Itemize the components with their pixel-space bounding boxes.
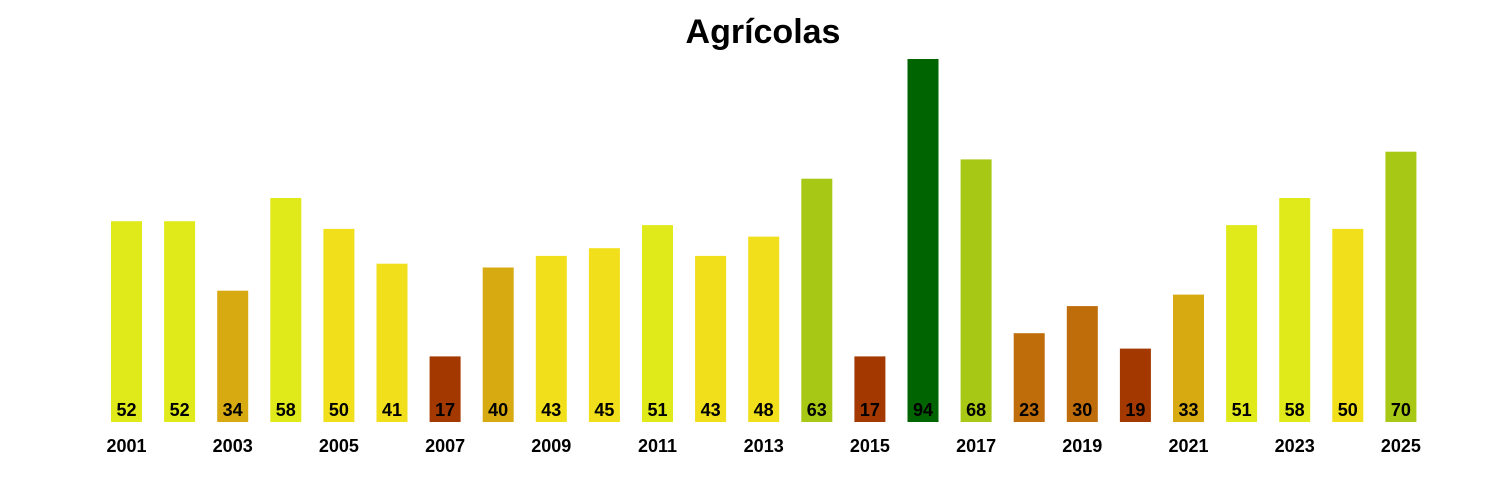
x-tick-label-2001: 2001 — [106, 436, 146, 456]
bar-2023 — [1279, 198, 1311, 422]
value-label-2018: 23 — [1019, 400, 1039, 420]
bar-2020 — [1119, 348, 1151, 422]
value-label-2017: 68 — [966, 400, 986, 420]
bar-2006 — [376, 263, 408, 422]
bar-2010 — [588, 248, 620, 422]
value-label-2016: 94 — [913, 400, 933, 420]
value-label-2010: 45 — [594, 400, 614, 420]
value-label-2002: 52 — [170, 400, 190, 420]
value-label-2025: 70 — [1391, 400, 1411, 420]
bars-group — [111, 59, 1417, 422]
x-tick-label-2007: 2007 — [425, 436, 465, 456]
value-label-2012: 43 — [701, 400, 721, 420]
value-label-2013: 48 — [754, 400, 774, 420]
x-tick-label-2009: 2009 — [531, 436, 571, 456]
bar-2002 — [164, 221, 196, 422]
value-label-2001: 52 — [116, 400, 136, 420]
value-label-2006: 41 — [382, 400, 402, 420]
value-label-2008: 40 — [488, 400, 508, 420]
value-label-2014: 63 — [807, 400, 827, 420]
bar-2024 — [1332, 228, 1364, 422]
x-tick-label-2003: 2003 — [213, 436, 253, 456]
bar-2003 — [217, 290, 249, 422]
bar-2014 — [801, 178, 833, 422]
bar-2011 — [642, 225, 673, 422]
x-tick-label-2005: 2005 — [319, 436, 359, 456]
value-label-2005: 50 — [329, 400, 349, 420]
value-label-2022: 51 — [1232, 400, 1252, 420]
value-label-2011: 51 — [647, 400, 667, 420]
bar-2022 — [1226, 225, 1258, 422]
x-tick-label-2019: 2019 — [1062, 436, 1102, 456]
value-labels-group: 52 52 34 58 50 41 17 40 43 45 51 43 48 63 17 94 68 23 30 19… — [116, 400, 1410, 420]
x-tick-label-2015: 2015 — [850, 436, 890, 456]
bar-2009 — [535, 255, 567, 422]
value-label-2021: 33 — [1178, 400, 1198, 420]
bar-2007 — [429, 356, 461, 422]
bar-2012 — [695, 255, 727, 422]
value-label-2015: 17 — [860, 400, 880, 420]
x-tick-label-2023: 2023 — [1275, 436, 1315, 456]
bar-2016 — [907, 59, 939, 422]
value-label-2009: 43 — [541, 400, 561, 420]
bar-2015 — [854, 356, 886, 422]
value-label-2007: 17 — [435, 400, 455, 420]
x-tick-label-2025: 2025 — [1381, 436, 1421, 456]
bar-2025 — [1385, 151, 1417, 422]
bar-2013 — [748, 236, 780, 422]
x-tick-label-2013: 2013 — [744, 436, 784, 456]
value-label-2003: 34 — [223, 400, 243, 420]
value-label-2023: 58 — [1285, 400, 1305, 420]
bar-2017 — [960, 159, 992, 422]
bar-2001 — [111, 221, 142, 422]
bar-2018 — [1013, 333, 1045, 422]
value-label-2020: 19 — [1125, 400, 1145, 420]
x-tick-labels-group: 2001 2003 2005 2007 2009 2011 2013 2015 2017 2019… — [106, 436, 1420, 456]
bar-2008 — [482, 267, 514, 422]
value-label-2004: 58 — [276, 400, 296, 420]
chart-title: Agrícolas — [686, 13, 841, 51]
x-tick-label-2021: 2021 — [1168, 436, 1208, 456]
value-label-2024: 50 — [1338, 400, 1358, 420]
x-tick-label-2011: 2011 — [638, 436, 677, 456]
bar-2021 — [1173, 294, 1204, 422]
x-tick-label-2017: 2017 — [956, 436, 996, 456]
value-label-2019: 30 — [1072, 400, 1092, 420]
bar-2004 — [270, 198, 302, 422]
bar-2019 — [1066, 306, 1098, 422]
bar-2005 — [323, 228, 355, 422]
